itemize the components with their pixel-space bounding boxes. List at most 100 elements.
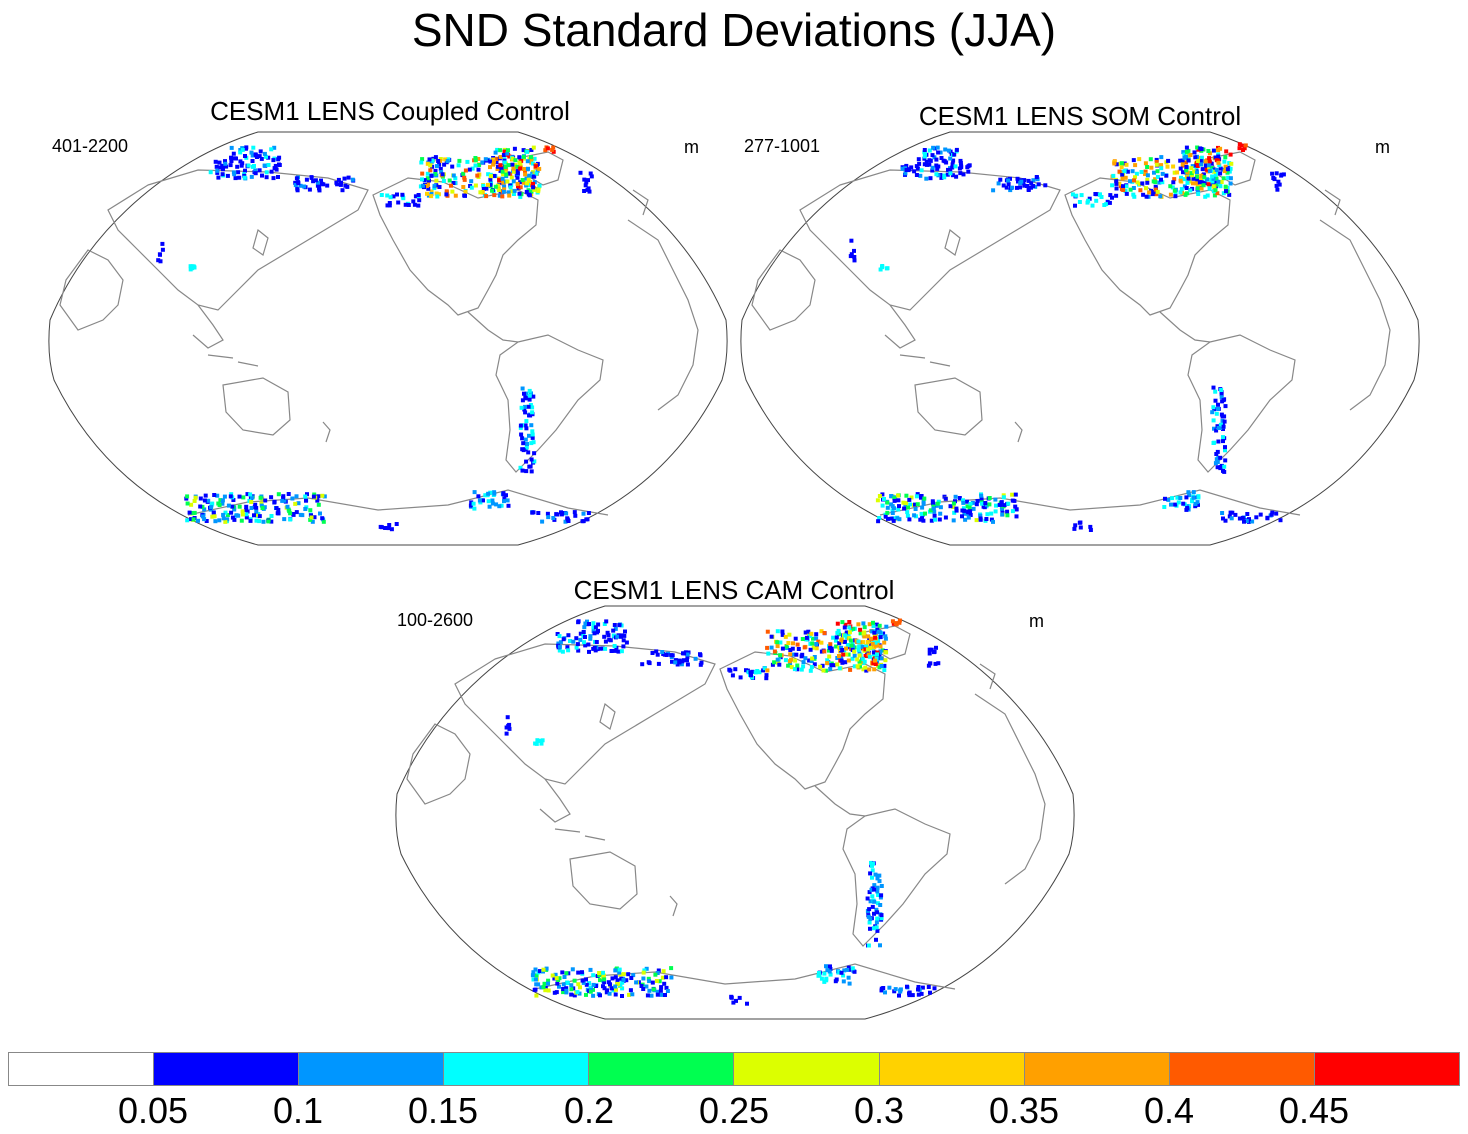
snow-depth-cell <box>457 158 462 163</box>
snow-depth-cell <box>588 967 593 972</box>
snow-depth-cell <box>315 498 320 503</box>
snow-depth-cell <box>765 645 770 650</box>
snow-depth-cell <box>1153 177 1158 182</box>
snow-depth-cell <box>524 189 529 194</box>
snow-depth-cell <box>659 992 664 997</box>
snow-depth-cell <box>223 510 228 515</box>
snow-depth-cell <box>502 160 507 165</box>
snow-depth-cell <box>1212 440 1217 445</box>
snow-depth-cell <box>1198 146 1203 151</box>
coastline <box>1319 219 1391 411</box>
snow-depth-cell <box>1205 193 1210 198</box>
snow-depth-cell <box>585 619 589 624</box>
snow-depth-cell <box>1154 162 1159 167</box>
snow-depth-cell <box>958 161 963 165</box>
snow-depth-cell <box>510 162 515 167</box>
snow-depth-cell <box>871 624 876 629</box>
snow-depth-cell <box>185 518 190 523</box>
snow-depth-cell <box>609 649 614 653</box>
snow-depth-cell <box>1180 162 1185 167</box>
snow-depth-cell <box>487 504 492 509</box>
snow-depth-cell <box>811 636 815 641</box>
snow-depth-cell <box>846 658 851 663</box>
coastline <box>107 169 369 311</box>
snow-depth-cell <box>218 165 223 170</box>
snow-depth-cell <box>875 916 880 921</box>
snow-depth-cell <box>542 981 547 986</box>
snow-depth-cell <box>515 169 520 174</box>
snow-depth-cell <box>1213 461 1218 466</box>
snow-depth-cell <box>469 179 474 184</box>
snow-depth-cell <box>529 155 533 160</box>
snow-depth-cell <box>646 660 651 665</box>
snow-depth-cell <box>216 175 221 180</box>
snow-depth-cell <box>814 646 819 651</box>
snow-depth-cell <box>873 662 878 666</box>
snow-depth-cell <box>430 158 435 163</box>
snow-depth-cell <box>1218 422 1223 427</box>
snow-depth-cell <box>184 496 189 501</box>
snow-depth-cell <box>318 511 322 516</box>
snow-depth-cell <box>1204 167 1209 172</box>
snow-depth-cell <box>534 973 539 978</box>
snow-depth-cell <box>762 666 767 671</box>
snow-depth-cell <box>601 975 606 980</box>
snow-depth-cell <box>553 972 558 977</box>
snow-depth-cell <box>608 982 612 987</box>
snow-depth-cell <box>534 993 539 998</box>
snow-depth-cell <box>727 667 732 672</box>
snow-depth-cell <box>530 429 535 434</box>
snow-depth-cell <box>845 967 850 972</box>
snow-depth-cell <box>681 658 686 663</box>
snow-depth-cell <box>985 512 990 517</box>
panel-3-units: m <box>1029 611 1044 631</box>
snow-depth-cell <box>582 177 587 182</box>
snow-depth-cell <box>518 180 523 185</box>
snow-depth-cell <box>1013 492 1018 497</box>
coastline <box>944 228 961 256</box>
snow-depth-cell <box>1228 152 1233 157</box>
snow-depth-cell <box>922 162 927 167</box>
snow-depth-cell <box>1180 158 1185 163</box>
snow-depth-cell <box>855 664 860 669</box>
snow-depth-cell <box>523 437 528 442</box>
snow-depth-cell <box>673 658 678 663</box>
snow-depth-cell <box>943 147 948 152</box>
snow-depth-cell <box>1018 181 1023 186</box>
snow-depth-cell <box>730 673 735 678</box>
snow-depth-cell <box>497 188 501 193</box>
snow-depth-cell <box>802 645 807 650</box>
snow-depth-cell <box>654 649 659 654</box>
snow-depth-cell <box>748 670 753 675</box>
snow-depth-cell <box>875 928 880 933</box>
snow-depth-cell <box>618 983 623 988</box>
snow-depth-cell <box>934 503 939 508</box>
snow-depth-cell <box>875 901 880 906</box>
snow-depth-cell <box>1228 510 1233 515</box>
snow-depth-cell <box>236 170 241 175</box>
snow-depth-cell <box>1015 176 1020 181</box>
snow-depth-cell <box>504 731 509 736</box>
snow-depth-cell <box>544 966 549 971</box>
coastline <box>899 354 951 367</box>
snow-depth-cell <box>801 664 806 669</box>
snow-depth-cell <box>413 194 418 199</box>
snow-depth-cell <box>518 425 523 430</box>
snow-depth-cell <box>489 174 493 179</box>
snow-depth-cell <box>1223 448 1227 453</box>
snow-depth-cell <box>160 241 165 246</box>
snow-depth-cell <box>505 179 510 184</box>
snow-depth-cell <box>839 970 844 975</box>
snow-depth-cell <box>851 626 856 631</box>
snow-depth-cell <box>1184 145 1189 150</box>
snow-depth-cell <box>554 976 559 981</box>
snow-depth-cell <box>659 985 664 990</box>
snow-depth-cell <box>1145 177 1150 182</box>
snow-depth-cell <box>469 500 474 505</box>
snow-depth-cell <box>262 151 267 156</box>
snow-depth-cell <box>861 640 866 645</box>
snow-depth-cell <box>598 993 602 998</box>
snow-depth-cell <box>932 986 937 991</box>
snow-depth-cell <box>825 968 830 973</box>
snow-depth-cell <box>764 676 769 681</box>
